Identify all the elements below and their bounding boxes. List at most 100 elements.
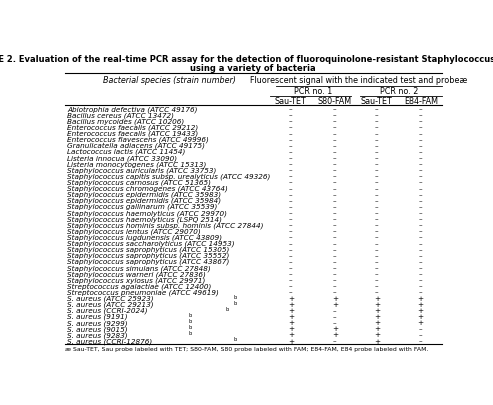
Text: +: + [374, 307, 380, 313]
Text: Staphylococcus chromogenes (ATCC 43764): Staphylococcus chromogenes (ATCC 43764) [68, 185, 228, 192]
Text: –: – [375, 258, 379, 264]
Text: PCR no. 1: PCR no. 1 [294, 87, 332, 96]
Text: –: – [333, 338, 337, 344]
Text: æ Sau-TET, Sau probe labeled with TET; S80-FAM, S80 probe labeled with FAM; E84-: æ Sau-TET, Sau probe labeled with TET; S… [66, 346, 429, 351]
Text: S. aureus (9191): S. aureus (9191) [68, 313, 128, 320]
Text: S. aureus (ATCC 29213): S. aureus (ATCC 29213) [68, 301, 154, 307]
Text: Staphylococcus haemolyticus (LSPQ 2514): Staphylococcus haemolyticus (LSPQ 2514) [68, 215, 222, 222]
Text: –: – [333, 118, 337, 124]
Text: –: – [419, 179, 423, 185]
Text: –: – [289, 155, 293, 161]
Text: b: b [188, 330, 191, 335]
Text: Listeria innocua (ATCC 33090): Listeria innocua (ATCC 33090) [68, 155, 177, 161]
Text: –: – [333, 210, 337, 216]
Text: –: – [333, 271, 337, 277]
Text: –: – [375, 106, 379, 112]
Text: Staphylococcus warneri (ATCC 27836): Staphylococcus warneri (ATCC 27836) [68, 271, 206, 277]
Text: –: – [333, 283, 337, 289]
Text: –: – [419, 210, 423, 216]
Text: –: – [333, 234, 337, 240]
Text: –: – [375, 143, 379, 149]
Text: –: – [419, 222, 423, 228]
Text: Staphylococcus saprophyticus (ATCC 43867): Staphylococcus saprophyticus (ATCC 43867… [68, 258, 230, 265]
Text: –: – [333, 106, 337, 112]
Text: Staphylococcus auricularis (ATCC 33753): Staphylococcus auricularis (ATCC 33753) [68, 167, 217, 173]
Text: +: + [418, 313, 424, 320]
Text: –: – [333, 173, 337, 179]
Text: Staphylococcus epidermidis (ATCC 35984): Staphylococcus epidermidis (ATCC 35984) [68, 197, 221, 204]
Text: –: – [289, 210, 293, 216]
Text: b: b [188, 318, 191, 323]
Text: S. aureus (CCRI-12876): S. aureus (CCRI-12876) [68, 337, 153, 344]
Text: –: – [333, 320, 337, 326]
Text: –: – [289, 167, 293, 173]
Text: –: – [333, 289, 337, 295]
Text: +: + [418, 307, 424, 313]
Text: –: – [289, 283, 293, 289]
Text: –: – [419, 106, 423, 112]
Text: –: – [333, 192, 337, 198]
Text: Staphylococcus lugdunensis (ATCC 43809): Staphylococcus lugdunensis (ATCC 43809) [68, 234, 222, 241]
Text: –: – [375, 112, 379, 118]
Text: –: – [419, 252, 423, 258]
Text: +: + [288, 295, 294, 301]
Text: +: + [374, 338, 380, 344]
Text: Staphylococcus saccharolyticus (ATCC 14953): Staphylococcus saccharolyticus (ATCC 149… [68, 240, 235, 247]
Text: –: – [289, 258, 293, 264]
Text: +: + [374, 320, 380, 326]
Text: Staphylococcus gallinarum (ATCC 35539): Staphylococcus gallinarum (ATCC 35539) [68, 203, 218, 210]
Text: –: – [333, 204, 337, 210]
Text: Staphylococcus saprophyticus (ATCC 35552): Staphylococcus saprophyticus (ATCC 35552… [68, 252, 230, 259]
Text: –: – [375, 277, 379, 283]
Text: –: – [289, 118, 293, 124]
Text: Staphylococcus saprophyticus (ATCC 15305): Staphylococcus saprophyticus (ATCC 15305… [68, 246, 230, 253]
Text: –: – [333, 136, 337, 143]
Text: –: – [419, 289, 423, 295]
Text: –: – [333, 258, 337, 264]
Text: –: – [333, 222, 337, 228]
Text: –: – [289, 234, 293, 240]
Text: –: – [289, 277, 293, 283]
Text: –: – [375, 216, 379, 222]
Text: S. aureus (9283): S. aureus (9283) [68, 331, 128, 338]
Text: Enterococcus flavescens (ATCC 49996): Enterococcus flavescens (ATCC 49996) [68, 136, 209, 143]
Text: –: – [375, 210, 379, 216]
Text: –: – [419, 149, 423, 155]
Text: b: b [226, 306, 229, 311]
Text: +: + [374, 301, 380, 307]
Text: Staphylococcus lentus (ATCC 29070): Staphylococcus lentus (ATCC 29070) [68, 228, 201, 234]
Text: –: – [333, 240, 337, 246]
Text: –: – [419, 167, 423, 173]
Text: –: – [333, 313, 337, 320]
Text: Streptococcus pneumoniae (ATCC 49619): Streptococcus pneumoniae (ATCC 49619) [68, 289, 219, 295]
Text: +: + [332, 332, 338, 338]
Text: –: – [419, 258, 423, 264]
Text: –: – [419, 136, 423, 143]
Text: –: – [289, 149, 293, 155]
Text: –: – [333, 228, 337, 234]
Text: –: – [289, 173, 293, 179]
Text: –: – [289, 228, 293, 234]
Text: –: – [375, 192, 379, 198]
Text: –: – [289, 271, 293, 277]
Text: –: – [289, 252, 293, 258]
Text: –: – [289, 198, 293, 204]
Text: –: – [289, 136, 293, 143]
Text: Listeria monocytogenes (ATCC 15313): Listeria monocytogenes (ATCC 15313) [68, 161, 207, 167]
Text: –: – [333, 246, 337, 252]
Text: –: – [289, 161, 293, 167]
Text: –: – [419, 185, 423, 192]
Text: –: – [375, 246, 379, 252]
Text: –: – [375, 161, 379, 167]
Text: –: – [375, 179, 379, 185]
Text: –: – [375, 155, 379, 161]
Text: +: + [288, 338, 294, 344]
Text: Fluorescent signal with the indicated test and probeæ: Fluorescent signal with the indicated te… [250, 76, 467, 85]
Text: E84-FAM: E84-FAM [404, 97, 438, 106]
Text: –: – [419, 216, 423, 222]
Text: Staphylococcus xylosus (ATCC 29971): Staphylococcus xylosus (ATCC 29971) [68, 277, 206, 283]
Text: Bacillus cereus (ATCC 13472): Bacillus cereus (ATCC 13472) [68, 112, 175, 119]
Text: –: – [419, 173, 423, 179]
Text: S. aureus (ATCC 25923): S. aureus (ATCC 25923) [68, 295, 154, 301]
Text: –: – [289, 143, 293, 149]
